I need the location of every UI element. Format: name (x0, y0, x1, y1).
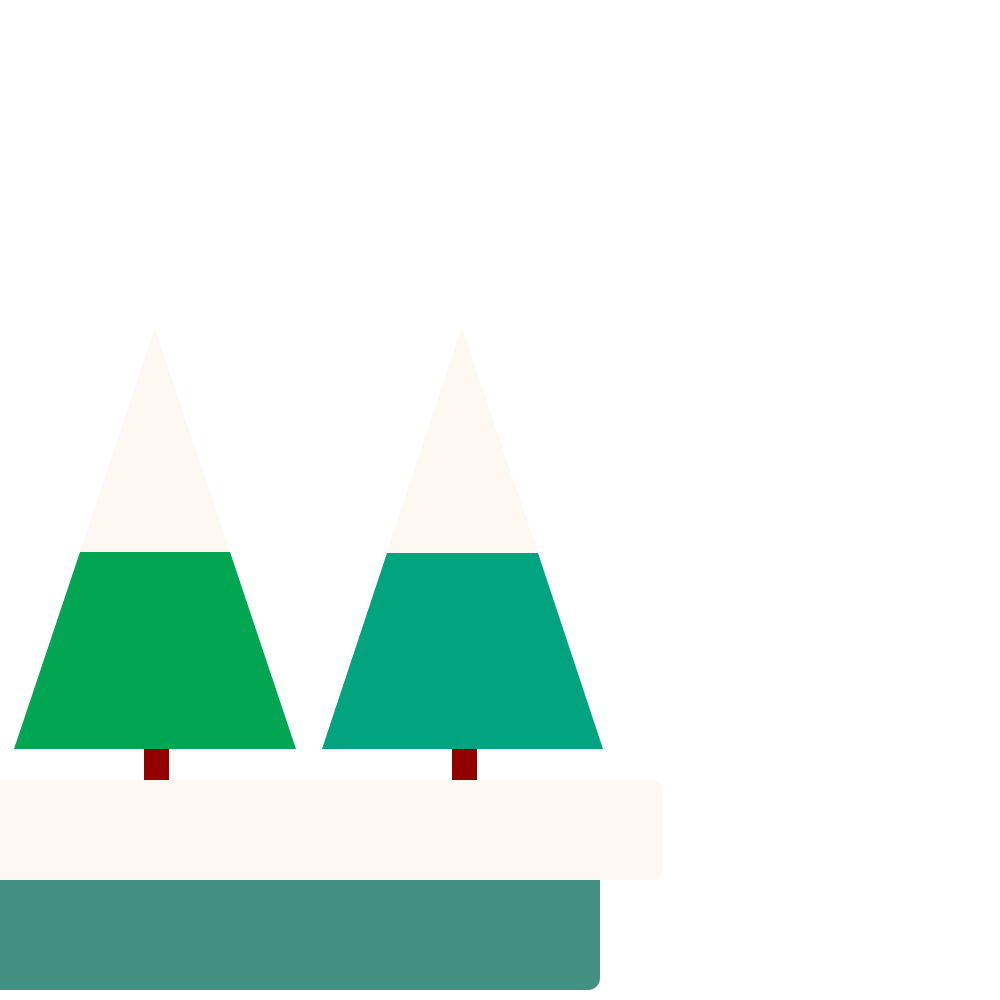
tree-left-foliage (14, 552, 296, 749)
tree-right-foliage (322, 553, 603, 749)
tree-right-snow-cap (387, 328, 538, 553)
tree-left-snow-cap (80, 328, 230, 552)
ground-base (0, 878, 600, 990)
tree-left-trunk (144, 749, 169, 782)
snow-ledge (0, 780, 662, 880)
tree-right-trunk (452, 749, 477, 782)
